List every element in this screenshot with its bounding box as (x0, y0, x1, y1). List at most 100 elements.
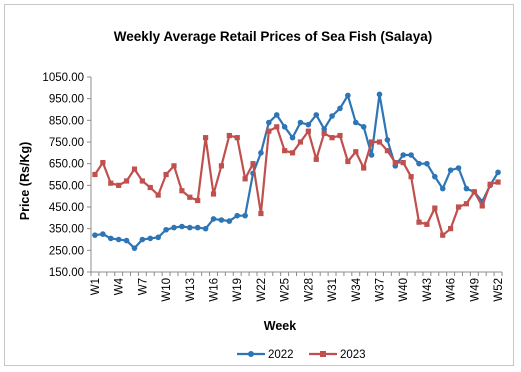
data-point (479, 203, 485, 209)
data-point (266, 128, 272, 134)
data-point (202, 225, 209, 232)
data-point (282, 148, 288, 154)
data-point (384, 148, 390, 154)
data-point (455, 204, 462, 210)
data-point (131, 245, 138, 251)
x-tick-label: W22 (256, 278, 268, 302)
data-point (273, 112, 280, 118)
data-point (210, 216, 217, 222)
y-tick-label: 850.00 (49, 115, 84, 127)
x-tick-label: W46 (446, 278, 458, 302)
data-point (179, 188, 185, 194)
y-tick-label: 150.00 (49, 267, 84, 279)
data-point (155, 234, 161, 241)
data-point (305, 128, 311, 134)
y-tick-label: 650.00 (49, 159, 84, 171)
data-point (266, 119, 272, 126)
data-point (147, 184, 153, 191)
y-tick-label: 950.00 (49, 94, 84, 106)
data-point (353, 149, 359, 155)
data-point (242, 212, 248, 219)
x-tick-label: W49 (469, 278, 481, 302)
legend-swatch-marker (248, 351, 254, 357)
data-point (313, 156, 319, 162)
data-point (163, 226, 169, 233)
data-point (115, 236, 122, 243)
data-point (376, 91, 383, 98)
data-point (400, 159, 406, 166)
data-point (352, 119, 359, 126)
y-tick-label: 1050.00 (42, 72, 84, 84)
x-tick-label: W31 (327, 278, 339, 302)
data-point (305, 121, 312, 128)
data-point (100, 159, 106, 166)
legend-swatch-marker (320, 351, 326, 357)
data-point (408, 174, 414, 180)
data-point (337, 132, 343, 139)
series-line (94, 125, 499, 237)
x-axis-title: Week (264, 319, 296, 333)
data-point (281, 124, 288, 130)
data-point (384, 137, 391, 143)
data-point (147, 235, 154, 242)
data-point (123, 178, 130, 184)
data-point (289, 150, 296, 156)
series-line (94, 93, 499, 250)
data-point (92, 232, 98, 238)
data-point (368, 152, 375, 158)
x-tick-label: W1 (90, 278, 102, 295)
data-point (194, 224, 201, 231)
data-point (345, 158, 351, 165)
data-point (226, 218, 233, 224)
legend-label: 2022 (268, 349, 294, 361)
data-point (463, 185, 470, 192)
x-tick-label: W7 (137, 278, 149, 295)
data-point (329, 113, 335, 119)
data-point (416, 160, 422, 167)
data-point (321, 126, 327, 132)
data-point (289, 134, 296, 141)
data-point (210, 191, 217, 197)
data-point (400, 152, 407, 158)
x-tick-label: W4 (114, 277, 126, 295)
data-point (171, 163, 177, 169)
x-tick-label: W43 (422, 278, 434, 302)
data-point (203, 135, 209, 141)
chart-frame: Weekly Average Retail Prices of Sea Fish… (4, 4, 514, 366)
data-point (107, 235, 114, 242)
series-2023 (92, 124, 501, 238)
data-point (100, 231, 106, 237)
data-point (179, 223, 185, 230)
legend-item-2022: 2022 (237, 349, 294, 361)
data-point (108, 180, 114, 186)
y-tick-label: 550.00 (49, 180, 84, 192)
x-axis-ticks: W1 W4 W7 W10 W13 W16 W19 W22 W25 W28 W31 W34 W37 W40 W… (90, 272, 505, 302)
data-point (455, 165, 462, 171)
x-tick-label: W16 (209, 278, 221, 302)
data-point (234, 212, 241, 219)
x-tick-label: W52 (493, 278, 505, 302)
data-point (361, 165, 367, 171)
x-tick-label: W13 (185, 278, 197, 302)
chart-title: Weekly Average Retail Prices of Sea Fish… (114, 29, 432, 44)
data-point (313, 112, 320, 118)
data-point (368, 139, 375, 145)
data-point (226, 132, 232, 139)
x-tick-label: W10 (161, 278, 173, 302)
y-tick-label: 350.00 (49, 224, 84, 236)
data-point (155, 192, 161, 198)
data-point (218, 163, 225, 169)
data-point (139, 178, 145, 184)
x-tick-label: W19 (232, 278, 244, 302)
data-point (329, 135, 335, 141)
x-tick-label: W40 (398, 278, 410, 302)
legend-item-2023: 2023 (309, 349, 366, 361)
data-point (408, 152, 414, 158)
data-point (471, 189, 477, 195)
data-point (439, 185, 446, 192)
x-tick-label: W28 (303, 278, 315, 302)
data-point (242, 176, 248, 182)
data-point (218, 217, 225, 223)
data-point (116, 182, 122, 188)
data-point (139, 236, 146, 243)
